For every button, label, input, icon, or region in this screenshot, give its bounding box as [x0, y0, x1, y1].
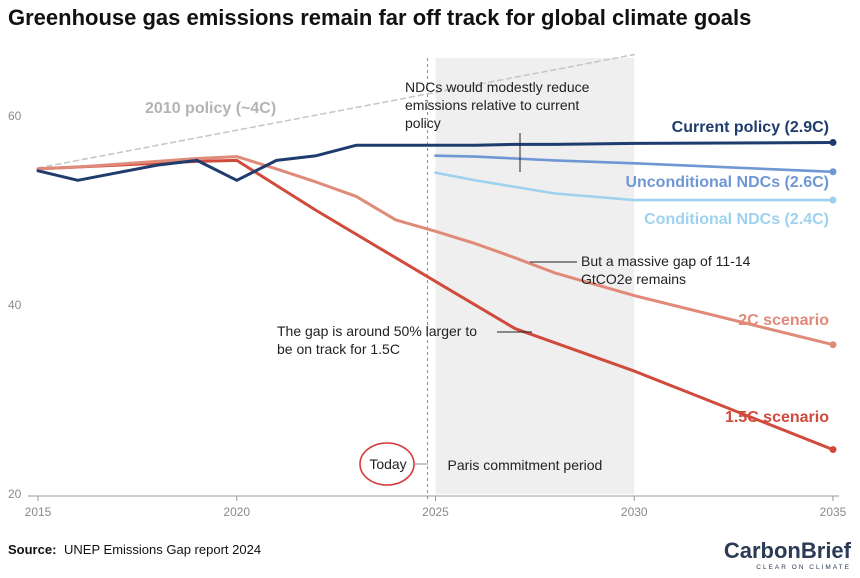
series-label-0: 2010 policy (~4C) — [145, 100, 276, 117]
series-layer — [36, 53, 837, 454]
series-label-4: Conditional NDCs (2.4C) — [644, 211, 829, 228]
source-text: UNEP Emissions Gap report 2024 — [64, 542, 261, 557]
x-tick-label: 2020 — [223, 505, 250, 519]
shaded-period-layer: Paris commitment period Today — [359, 58, 635, 500]
logo-text: CarbonBrief — [724, 538, 852, 563]
x-tick-label: 2015 — [25, 505, 52, 519]
y-tick-label: 40 — [8, 298, 22, 312]
annotation-layer: NDCs would modestly reduce emissions rela… — [277, 79, 751, 357]
chart-title: Greenhouse gas emissions remain far off … — [8, 5, 751, 30]
series-end-point-2 — [829, 341, 837, 349]
series-end-point-5 — [829, 138, 837, 146]
annotation-0-line-1: emissions relative to current — [405, 97, 579, 113]
series-line-5 — [36, 141, 835, 182]
annotation-0-line-0: NDCs would modestly reduce — [405, 79, 590, 95]
series-label-3: Unconditional NDCs (2.6C) — [625, 174, 829, 191]
series-label-1: 1.5C scenario — [725, 409, 829, 426]
x-tick-label: 2035 — [820, 505, 847, 519]
annotation-2-line-0: The gap is around 50% larger to — [277, 323, 477, 339]
series-label-layer: 2010 policy (~4C) 1.5C scenario 2C scenari… — [145, 100, 829, 426]
paris-period-label: Paris commitment period — [448, 457, 603, 473]
series-line-4 — [434, 171, 835, 202]
series-end-point-4 — [829, 196, 837, 204]
series-end-point-3 — [829, 168, 837, 176]
x-tick-label: 2025 — [422, 505, 449, 519]
series-label-2: 2C scenario — [738, 312, 829, 329]
logo-tagline: CLEAR ON CLIMATE — [756, 564, 851, 571]
x-tick-label: 2030 — [621, 505, 648, 519]
source-note: Source: UNEP Emissions Gap report 2024 — [8, 542, 261, 557]
today-circle — [359, 442, 415, 486]
source-label: Source: — [8, 542, 56, 557]
annotation-0-line-2: policy — [405, 115, 441, 131]
series-line-3 — [434, 154, 835, 174]
annotation-2-line-1: be on track for 1.5C — [277, 341, 400, 357]
y-tick-label: 60 — [8, 109, 22, 123]
series-end-point-1 — [829, 446, 837, 454]
series-label-5: Current policy (2.9C) — [672, 119, 829, 136]
series-line-2 — [36, 155, 835, 347]
carbonbrief-logo: CarbonBrief CLEAR ON CLIMATE — [724, 538, 852, 571]
annotation-1-line-1: GtCO2e remains — [581, 271, 686, 287]
today-label: Today — [369, 456, 406, 472]
paris-commitment-band — [435, 58, 635, 494]
annotation-1-line-0: But a massive gap of 11-14 — [581, 253, 751, 269]
series-line-0 — [37, 53, 636, 169]
y-tick-label: 20 — [8, 487, 22, 501]
